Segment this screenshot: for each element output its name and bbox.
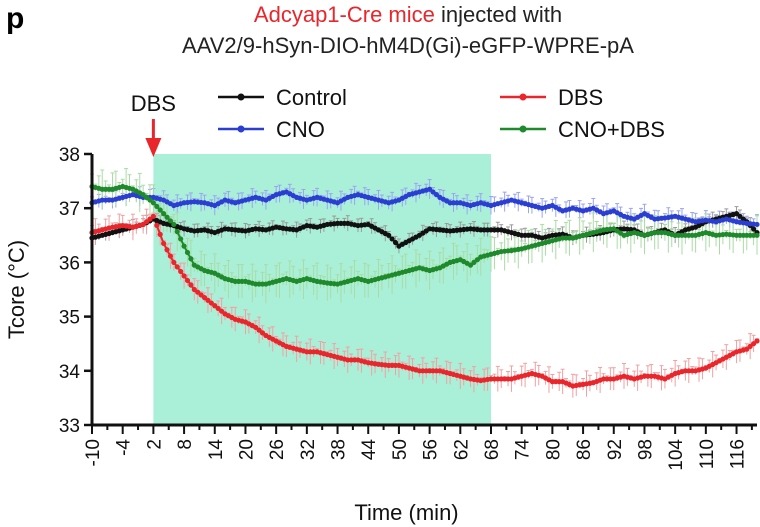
x-tick-label: 56 (421, 439, 442, 460)
data-point (157, 231, 163, 237)
data-point (174, 229, 180, 235)
data-point (171, 221, 177, 228)
legend-marker (237, 125, 245, 133)
title-red-part: Adcyap1-Cre mice (254, 2, 435, 27)
data-point (178, 268, 184, 275)
panel-label: p (6, 2, 24, 35)
legend: Control CNO DBS CNO+DBS (218, 85, 665, 142)
y-tick-label: 35 (59, 308, 80, 329)
x-tick-label: 20 (236, 439, 257, 460)
y-axis-label: Tcore (°C) (4, 240, 29, 339)
shaded-region (153, 154, 491, 425)
data-point (164, 214, 170, 220)
y-tick-label: 37 (59, 199, 80, 220)
legend-label: CNO+DBS (558, 117, 665, 142)
legend-marker (519, 93, 527, 101)
data-point (184, 277, 191, 284)
x-tick-label: -10 (83, 439, 104, 466)
y-tick-label: 34 (59, 362, 81, 383)
x-tick-label: 104 (666, 439, 687, 471)
x-tick-label: 26 (267, 439, 288, 460)
y-tick-label: 38 (59, 145, 80, 166)
data-point (389, 236, 395, 242)
legend-label: CNO (276, 117, 325, 142)
dbs-annotation: DBS (131, 91, 176, 157)
annotation-arrow-head (145, 138, 162, 157)
data-point (392, 239, 399, 246)
x-tick-label: -4 (114, 439, 135, 456)
x-tick-label: 74 (513, 439, 534, 461)
legend-marker (237, 93, 245, 101)
x-tick-label: 80 (543, 439, 564, 460)
x-tick-label: 86 (574, 439, 595, 460)
data-point (157, 207, 163, 213)
x-ticks: -10 -4 2 8 14 20 26 32 38 44 50 56 62 68 74 80 86 92 98 104… (83, 425, 753, 471)
x-tick-label: 2 (144, 439, 165, 450)
legend-marker (519, 125, 527, 133)
data-point (188, 282, 194, 288)
x-tick-label: 68 (482, 439, 503, 460)
chart-title-line2: AAV2/9-hSyn-DIO-hM4D(Gi)-eGFP-WPRE-pA (182, 33, 634, 58)
x-tick-label: 38 (329, 439, 350, 460)
title-black-part: injected with (435, 2, 562, 27)
y-tick-label: 36 (59, 253, 80, 274)
data-point (171, 259, 177, 265)
x-tick-label: 92 (605, 439, 626, 460)
data-point (184, 249, 191, 256)
data-point (754, 232, 760, 238)
legend-label: DBS (558, 85, 603, 110)
data-point (167, 253, 174, 259)
x-tick-label: 8 (175, 439, 196, 450)
data-point (386, 232, 392, 238)
data-point (181, 243, 187, 249)
legend-label: Control (276, 85, 347, 110)
axes (90, 154, 757, 427)
x-tick-label: 110 (697, 439, 718, 469)
x-tick-label: 116 (728, 439, 749, 469)
data-point (754, 338, 760, 344)
data-point (754, 221, 760, 228)
data-point (174, 264, 180, 270)
data-point (154, 222, 160, 228)
data-point (164, 247, 170, 253)
data-point (161, 240, 167, 247)
x-tick-label: 50 (390, 439, 411, 460)
data-point (154, 203, 160, 209)
y-ticks: 33 34 35 36 37 38 (59, 145, 92, 437)
x-tick-label: 14 (206, 439, 227, 461)
chart-title-line1: Adcyap1-Cre mice injected with (254, 2, 562, 27)
annotation-text: DBS (131, 91, 176, 116)
x-tick-label: 98 (635, 439, 656, 460)
data-point (750, 226, 757, 232)
data-point (181, 273, 187, 279)
series-points (89, 183, 760, 389)
data-point (188, 256, 194, 262)
x-axis-label: Time (min) (354, 500, 458, 525)
data-point (167, 218, 174, 224)
x-tick-label: 44 (359, 439, 380, 461)
data-point (150, 213, 156, 219)
data-point (178, 236, 184, 242)
y-tick-label: 33 (59, 416, 80, 437)
x-tick-label: 32 (298, 439, 319, 460)
data-point (161, 211, 167, 217)
x-tick-label: 62 (451, 439, 472, 460)
data-point (150, 200, 156, 206)
